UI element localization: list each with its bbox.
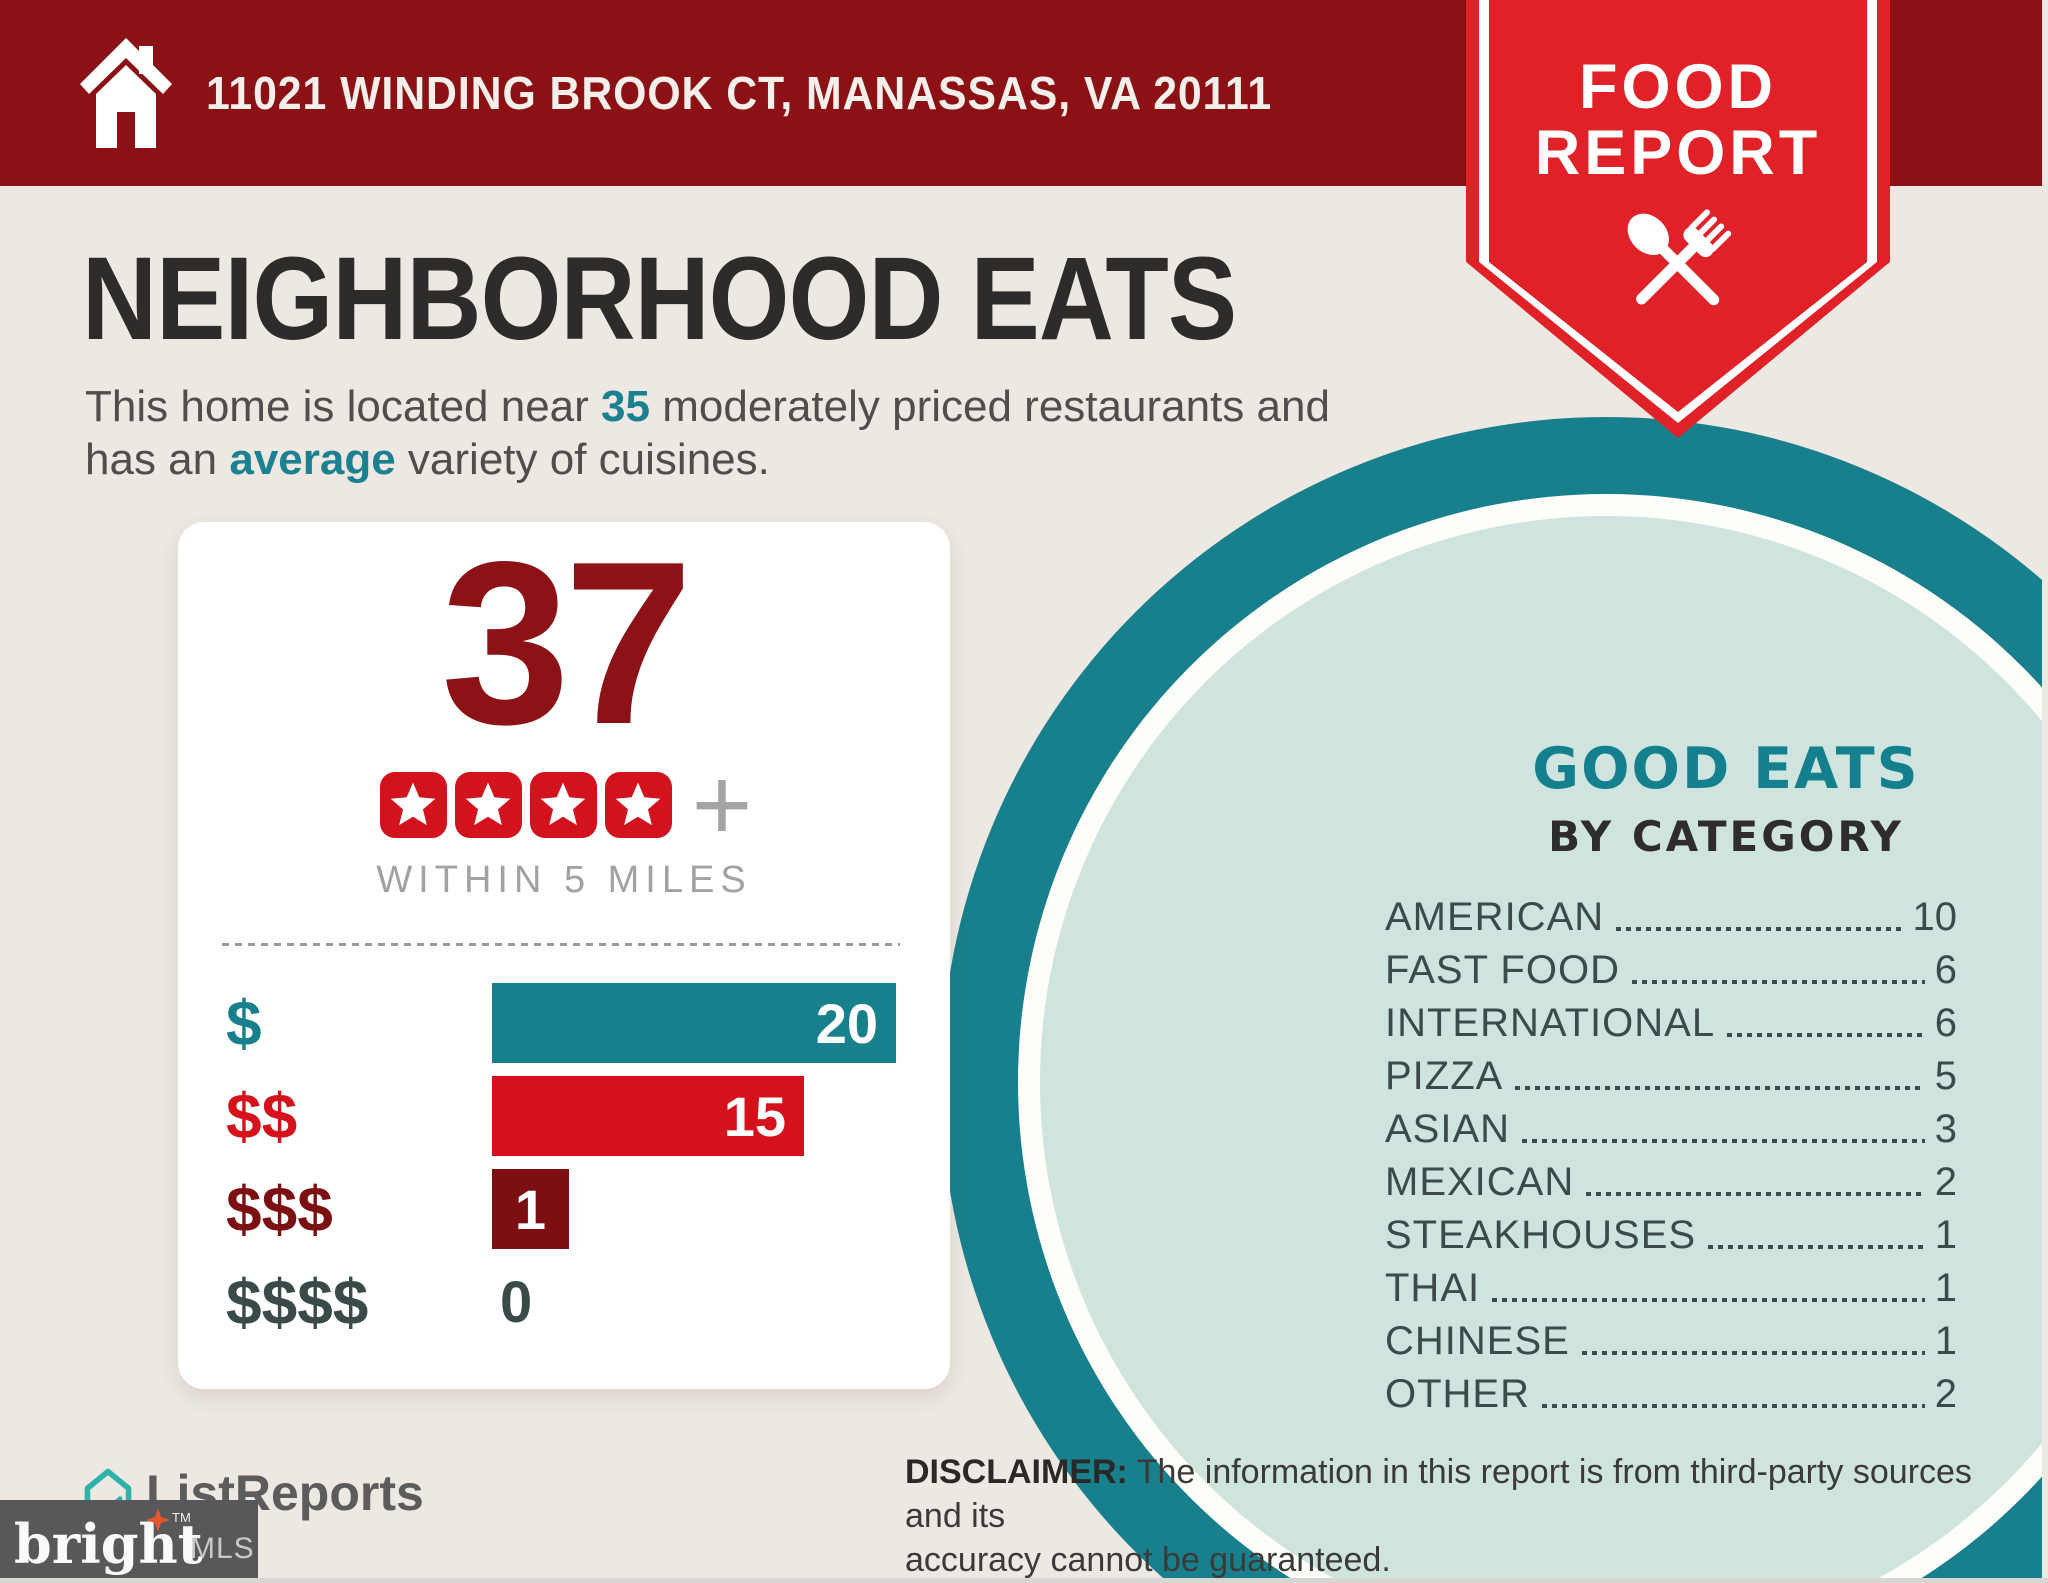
- star-icon: [529, 772, 597, 838]
- bright-mls-logo: bright TM MLS: [0, 1500, 258, 1578]
- dotted-leader: [1727, 1032, 1925, 1037]
- variety-highlight: average: [229, 435, 396, 484]
- price-bar: 15: [492, 1076, 804, 1156]
- rating-stars: +: [178, 747, 950, 863]
- price-row-1: $ 20: [178, 983, 950, 1063]
- dotted-leader: [1708, 1244, 1925, 1249]
- price-row-2: $$ 15: [178, 1076, 950, 1156]
- star-icon: [379, 772, 447, 838]
- ribbon-title-line2: REPORT: [1534, 118, 1822, 188]
- disclaimer-label: DISCLAIMER:: [905, 1453, 1128, 1491]
- price-row-4: $$$$ 0: [178, 1262, 950, 1342]
- category-row: FAST FOOD 6: [1385, 948, 1957, 992]
- category-row: CHINESE 1: [1385, 1319, 1957, 1363]
- price-label: $$$$: [226, 1266, 369, 1338]
- dotted-leader: [1492, 1297, 1925, 1302]
- dotted-leader: [1581, 1350, 1925, 1355]
- mls-wordmark: MLS: [190, 1532, 255, 1565]
- subtitle-line1: This home is located near 35 moderately …: [85, 382, 1330, 431]
- trademark-symbol: TM: [172, 1510, 191, 1525]
- category-list: AMERICAN 10 FAST FOOD 6 INTERNATIONAL 6 PIZ…: [1385, 891, 1957, 1421]
- good-eats-heading: GOOD EATS BY CATEGORY: [1426, 736, 2026, 861]
- good-eats-title: GOOD EATS: [1532, 736, 1920, 802]
- star-icon: [604, 772, 672, 838]
- subtitle-line2: has an average variety of cuisines.: [85, 435, 770, 484]
- category-row: ASIAN 3: [1385, 1107, 1957, 1151]
- price-label: $$: [226, 1080, 298, 1152]
- price-row-3: $$$ 1: [178, 1169, 950, 1249]
- image-edge-bottom: [0, 1578, 2048, 1583]
- page-subtitle: This home is located near 35 moderately …: [85, 380, 1330, 486]
- price-bar: 20: [492, 983, 896, 1063]
- page-title: NEIGHBORHOOD EATS: [82, 233, 1237, 365]
- dotted-leader: [1542, 1403, 1925, 1408]
- dotted-leader: [1522, 1138, 1925, 1143]
- dotted-leader: [1616, 926, 1903, 931]
- good-eats-subtitle: BY CATEGORY: [1548, 812, 1904, 861]
- ribbon-title-line1: FOOD: [1579, 52, 1777, 122]
- category-row: PIZZA 5: [1385, 1054, 1957, 1098]
- category-row: THAI 1: [1385, 1266, 1957, 1310]
- sparkle-icon: [146, 1508, 170, 1532]
- dotted-leader: [1631, 979, 1925, 984]
- category-row: OTHER 2: [1385, 1372, 1957, 1416]
- dotted-leader: [1515, 1085, 1925, 1090]
- image-edge-right: [2042, 0, 2048, 1583]
- property-address: 11021 WINDING BROOK CT, MANASSAS, VA 201…: [206, 67, 1273, 119]
- category-row: INTERNATIONAL 6: [1385, 1001, 1957, 1045]
- star-icon: [454, 772, 522, 838]
- restaurant-stats-card: 37 + WITHIN 5 MILES $ 20 $$ 15 $$$ 1: [178, 522, 950, 1389]
- home-icon: [80, 38, 172, 148]
- category-row: AMERICAN 10: [1385, 895, 1957, 939]
- bright-wordmark: bright: [14, 1512, 203, 1576]
- dotted-leader: [1586, 1191, 1925, 1196]
- restaurant-count: 37: [440, 514, 693, 773]
- ribbon-title: FOOD REPORT: [1466, 54, 1890, 186]
- food-report-ribbon: FOOD REPORT: [1466, 0, 1890, 438]
- dashed-divider: [222, 943, 900, 946]
- price-tier-chart: $ 20 $$ 15 $$$ 1 $$$$ 0: [178, 983, 950, 1355]
- category-row: STEAKHOUSES 1: [1385, 1213, 1957, 1257]
- radius-caption: WITHIN 5 MILES: [376, 859, 752, 901]
- price-bar: 1: [492, 1169, 569, 1249]
- category-row: MEXICAN 2: [1385, 1160, 1957, 1204]
- plus-sign: +: [691, 747, 753, 863]
- disclaimer: DISCLAIMER: The information in this repo…: [905, 1453, 1972, 1579]
- price-label: $$$: [226, 1173, 333, 1245]
- price-label: $: [226, 987, 262, 1059]
- restaurant-count-highlight: 35: [601, 382, 650, 431]
- crossed-spoon-fork-icon: [1627, 209, 1732, 306]
- price-zero-value: 0: [500, 1269, 533, 1335]
